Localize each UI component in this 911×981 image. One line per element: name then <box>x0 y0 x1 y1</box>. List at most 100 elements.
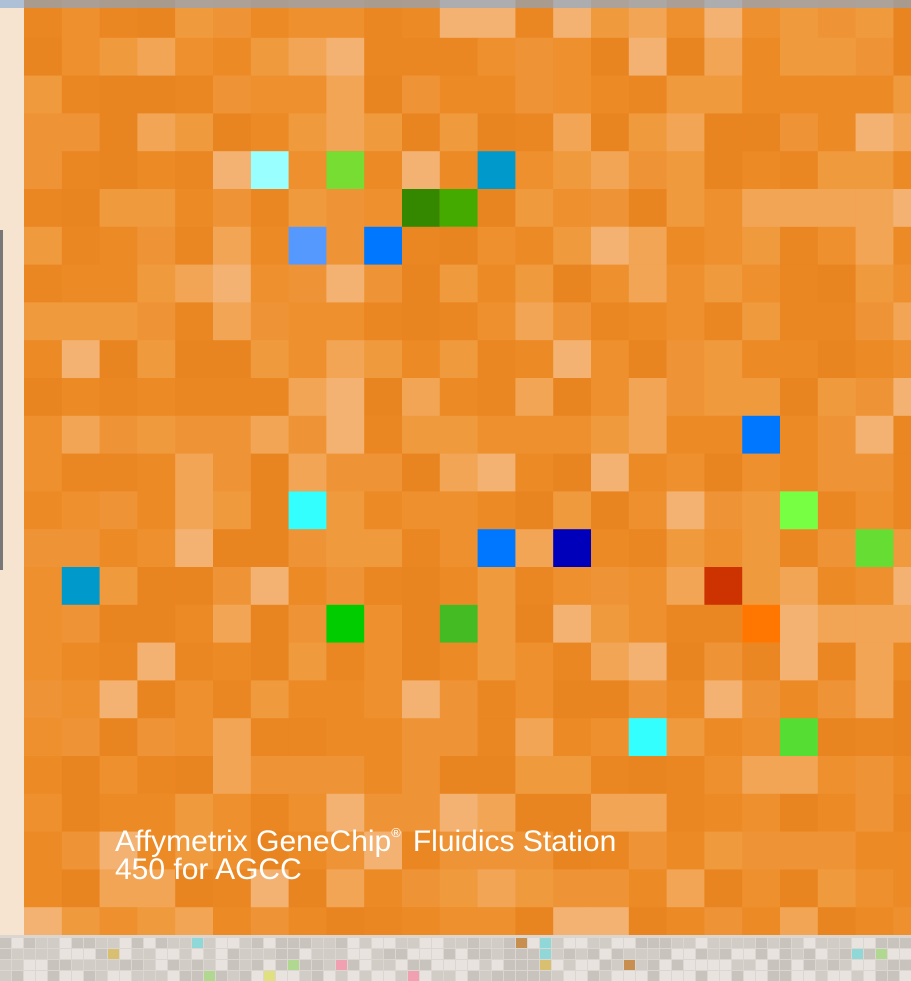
mosaic-tile <box>818 416 856 454</box>
mosaic-tile <box>629 491 667 529</box>
mosaic-tile <box>667 718 705 756</box>
mosaic-tile <box>251 38 289 76</box>
mosaic-tile <box>667 491 705 529</box>
strip-tile <box>900 949 911 959</box>
mosaic-highlight <box>780 718 818 756</box>
mosaic-tile <box>742 643 780 681</box>
mosaic-tile <box>402 151 440 189</box>
strip-tile <box>516 971 527 981</box>
strip-tile <box>756 971 767 981</box>
mosaic-tile <box>289 113 327 151</box>
mosaic-tile <box>137 151 175 189</box>
mosaic-tile <box>251 265 289 303</box>
strip-tile <box>588 949 599 959</box>
mosaic-highlight <box>478 529 516 567</box>
strip-tile <box>576 960 587 970</box>
strip-tile <box>876 938 887 948</box>
strip-tile <box>288 971 299 981</box>
mosaic-tile <box>591 643 629 681</box>
mosaic-tile <box>175 567 213 605</box>
strip-tile <box>276 938 287 948</box>
mosaic-tile <box>742 113 780 151</box>
strip-tile <box>492 949 503 959</box>
mosaic-tile <box>553 340 591 378</box>
strip-tile <box>792 971 803 981</box>
strip-tile <box>300 960 311 970</box>
mosaic-tile <box>893 718 911 756</box>
strip-tile <box>336 971 347 981</box>
mosaic-tile <box>137 378 175 416</box>
strip-tile <box>48 971 59 981</box>
mosaic-tile <box>289 567 327 605</box>
strip-tile <box>192 949 203 959</box>
mosaic-tile <box>137 340 175 378</box>
mosaic-tile <box>289 189 327 227</box>
mosaic-tile <box>402 680 440 718</box>
mosaic-tile <box>667 869 705 907</box>
mosaic-tile <box>478 643 516 681</box>
mosaic-tile <box>213 189 251 227</box>
strip-tile <box>780 938 791 948</box>
mosaic-tile <box>780 38 818 76</box>
mosaic-highlight <box>402 189 440 227</box>
mosaic-tile <box>62 643 100 681</box>
mosaic-highlight <box>440 605 478 643</box>
mosaic-tile <box>591 76 629 114</box>
mosaic-tile <box>742 869 780 907</box>
mosaic-tile <box>818 605 856 643</box>
strip-tile <box>840 938 851 948</box>
mosaic-tile <box>402 227 440 265</box>
strip-tile <box>132 960 143 970</box>
strip-tile <box>312 938 323 948</box>
mosaic-tile <box>893 416 911 454</box>
mosaic-tile <box>818 454 856 492</box>
mosaic-tile <box>251 302 289 340</box>
strip-tile <box>612 938 623 948</box>
strip-tile <box>336 960 347 970</box>
mosaic-tile <box>667 227 705 265</box>
mosaic-tile <box>591 113 629 151</box>
mosaic-tile <box>24 302 62 340</box>
mosaic-tile <box>591 416 629 454</box>
mosaic-tile <box>629 76 667 114</box>
strip-tile <box>504 971 515 981</box>
mosaic-tile <box>24 378 62 416</box>
strip-tile <box>144 938 155 948</box>
strip-tile <box>252 938 263 948</box>
mosaic-tile <box>24 340 62 378</box>
mosaic-tile <box>704 113 742 151</box>
strip-tile <box>324 949 335 959</box>
mosaic-tile <box>742 38 780 76</box>
mosaic-tile <box>478 189 516 227</box>
mosaic-tile <box>440 378 478 416</box>
mosaic-tile <box>326 718 364 756</box>
mosaic-tile <box>251 605 289 643</box>
strip-tile <box>528 971 539 981</box>
strip-tile <box>24 949 35 959</box>
mosaic-tile <box>326 189 364 227</box>
strip-tile <box>552 960 563 970</box>
mosaic-tile <box>553 302 591 340</box>
strip-tile <box>708 960 719 970</box>
strip-tile <box>852 938 863 948</box>
mosaic-tile <box>818 756 856 794</box>
strip-tile <box>396 949 407 959</box>
mosaic-tile <box>440 756 478 794</box>
strip-tile <box>852 971 863 981</box>
mosaic-tile <box>289 76 327 114</box>
mosaic-tile <box>326 529 364 567</box>
mosaic-tile <box>704 454 742 492</box>
mosaic-tile <box>704 302 742 340</box>
mosaic-tile <box>100 340 138 378</box>
mosaic-tile <box>364 491 402 529</box>
strip-tile <box>816 938 827 948</box>
strip-tile <box>828 971 839 981</box>
mosaic-tile <box>515 454 553 492</box>
mosaic-tile <box>364 38 402 76</box>
mosaic-tile <box>515 491 553 529</box>
mosaic-tile <box>553 567 591 605</box>
mosaic-tile <box>667 832 705 870</box>
strip-tile <box>744 971 755 981</box>
strip-tile <box>588 938 599 948</box>
mosaic-tile <box>553 605 591 643</box>
